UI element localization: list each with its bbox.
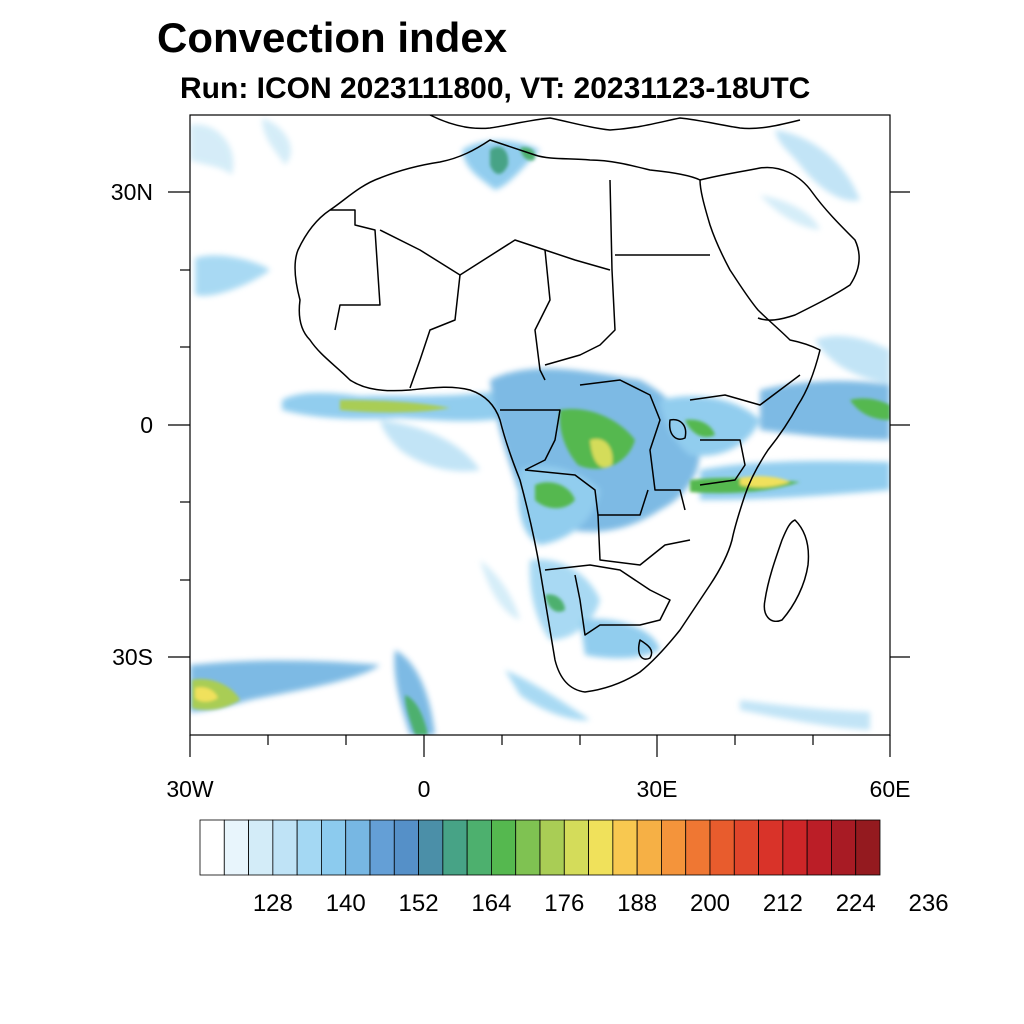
colorbar-swatch xyxy=(855,819,881,876)
y-tick-label: 30N xyxy=(111,179,153,205)
y-tick-label: 30S xyxy=(112,644,153,670)
colorbar-label: 200 xyxy=(690,890,730,917)
chart-subtitle: Run: ICON 2023111800, VT: 20231123-18UTC xyxy=(180,72,811,105)
colorbar-swatch xyxy=(612,819,638,876)
x-tick-label: 0 xyxy=(418,776,431,802)
colorbar-swatch xyxy=(709,819,735,876)
colorbar-label: 212 xyxy=(763,890,803,917)
y-tick-label: 0 xyxy=(140,412,153,438)
x-tick-label: 60E xyxy=(870,776,911,802)
colorbar-swatch xyxy=(588,819,614,876)
colorbar-swatch xyxy=(831,819,857,876)
chart-title: Convection index xyxy=(157,14,508,61)
x-tick-label: 30E xyxy=(637,776,678,802)
colorbar-swatch xyxy=(418,819,444,876)
axis-ticks xyxy=(168,191,910,757)
colorbar-swatch xyxy=(758,819,784,876)
colorbar-swatch xyxy=(563,819,589,876)
colorbar: 128 140 152 164 176 188 200 212 224 236 xyxy=(199,819,949,917)
colorbar-swatch xyxy=(393,819,419,876)
colorbar-swatch xyxy=(806,819,832,876)
colorbar-label: 164 xyxy=(471,890,511,917)
colorbar-swatch xyxy=(733,819,759,876)
colorbar-swatch xyxy=(636,819,662,876)
colorbar-swatch xyxy=(685,819,711,876)
colorbar-swatch xyxy=(661,819,687,876)
colorbar-swatch xyxy=(442,819,468,876)
colorbar-swatch xyxy=(539,819,565,876)
x-tick-label: 30W xyxy=(166,776,214,802)
colorbar-label: 188 xyxy=(617,890,657,917)
colorbar-swatch xyxy=(515,819,541,876)
colorbar-swatch xyxy=(296,819,322,876)
colorbar-label: 224 xyxy=(836,890,876,917)
colorbar-label: 152 xyxy=(399,890,439,917)
colorbar-label: 236 xyxy=(909,890,949,917)
colorbar-swatch xyxy=(782,819,808,876)
colorbar-swatch xyxy=(272,819,298,876)
colorbar-label: 176 xyxy=(544,890,584,917)
colorbar-label: 140 xyxy=(326,890,366,917)
colorbar-swatch xyxy=(321,819,347,876)
colorbar-swatch xyxy=(369,819,395,876)
colorbar-swatch xyxy=(248,819,274,876)
colorbar-swatch xyxy=(199,819,225,876)
colorbar-swatch xyxy=(345,819,371,876)
colorbar-label: 128 xyxy=(253,890,293,917)
colorbar-swatch xyxy=(466,819,492,876)
colorbar-swatch xyxy=(491,819,517,876)
colorbar-swatch xyxy=(223,819,249,876)
coastlines-borders xyxy=(294,115,860,693)
